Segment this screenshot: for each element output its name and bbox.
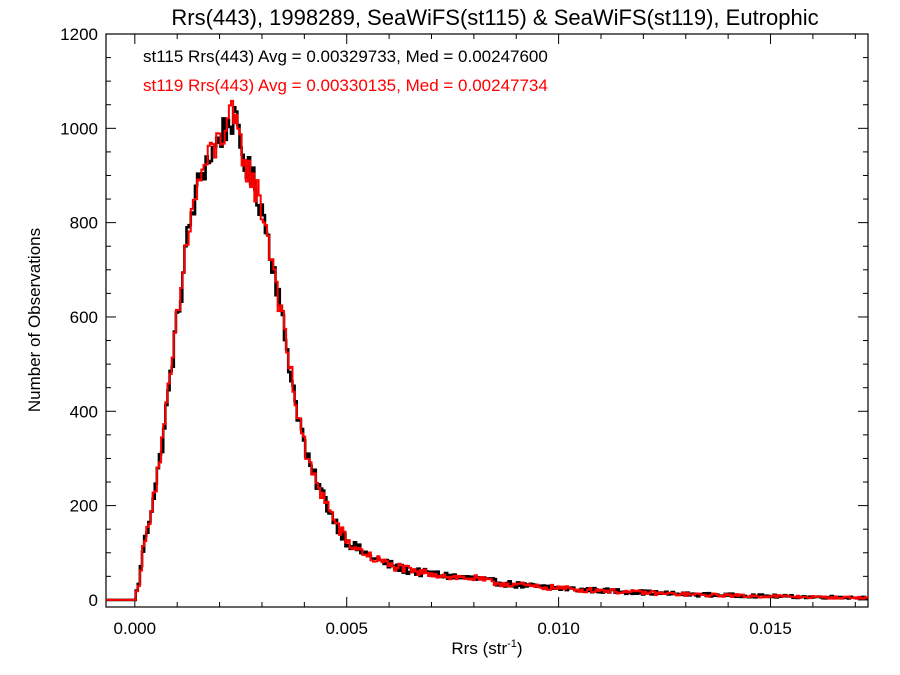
y-axis-label: Number of Observations [25,228,44,412]
y-tick-label: 1200 [60,25,98,44]
chart-title: Rrs(443), 1998289, SeaWiFS(st115) & SeaW… [171,5,818,30]
y-tick-label: 0 [89,591,98,610]
x-tick-label: 0.015 [749,619,792,638]
y-tick-label: 400 [70,402,98,421]
x-tick-label: 0.000 [114,619,157,638]
y-tick-label: 800 [70,214,98,233]
y-axis: 0 200 400 600 800 1000 1200 [60,25,868,610]
x-axis-label-text: Rrs (str [451,639,507,658]
y-tick-label: 200 [70,497,98,516]
annotation-st115: st115 Rrs(443) Avg = 0.00329733, Med = 0… [143,47,548,66]
x-tick-label: 0.010 [537,619,580,638]
y-tick-label: 600 [70,308,98,327]
plot-frame [105,33,869,608]
x-axis-label-close: ) [517,639,523,658]
histogram-series-0 [106,105,869,602]
x-axis-label: Rrs (str-1) [451,638,522,658]
x-tick-label: 0.005 [325,619,368,638]
annotation-st119: st119 Rrs(443) Avg = 0.00330135, Med = 0… [143,76,548,95]
x-axis-label-superscript: -1 [507,638,517,650]
series-layer [106,99,869,602]
x-axis: 0.000 0.005 0.010 0.015 [114,34,856,638]
histogram-series-1 [106,99,868,601]
y-tick-label: 1000 [60,119,98,138]
